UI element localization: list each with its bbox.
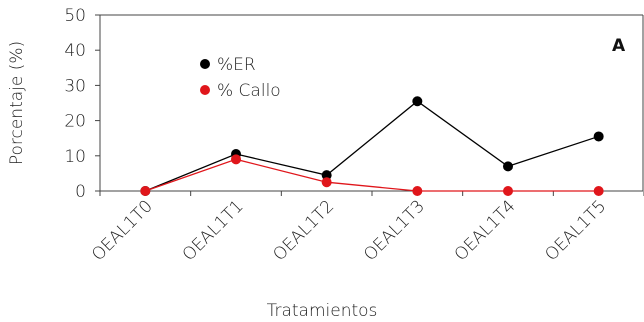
panel-label: A xyxy=(612,36,626,56)
legend-marker-er xyxy=(200,59,210,69)
x-tick-label: OEAL1T5 xyxy=(541,196,610,265)
x-axis-title: Tratamientos xyxy=(267,301,378,321)
x-tick-label: OEAL1T2 xyxy=(269,196,338,265)
data-point xyxy=(231,154,241,165)
data-point xyxy=(503,161,513,172)
x-tick-label: OEAL1T0 xyxy=(88,196,157,265)
y-tick-label: 40 xyxy=(64,41,86,61)
y-tick-label: 30 xyxy=(64,76,86,96)
series-line xyxy=(145,100,599,192)
series-line xyxy=(145,158,599,192)
data-point xyxy=(321,170,332,181)
data-point xyxy=(321,177,332,188)
legend: %ER % Callo xyxy=(200,55,281,101)
plot-frame xyxy=(99,14,644,192)
data-point xyxy=(593,186,604,196)
y-tick-label: 20 xyxy=(64,112,86,132)
legend-label-callo: % Callo xyxy=(217,81,281,101)
series-layer xyxy=(140,96,604,196)
y-axis-title: Porcentaje (%) xyxy=(7,41,27,165)
x-tick-label: OEAL1T3 xyxy=(360,196,429,265)
data-point xyxy=(412,96,423,107)
x-tick-label: OEAL1T4 xyxy=(451,196,520,265)
x-tick-label: OEAL1T1 xyxy=(179,196,248,265)
data-point xyxy=(503,186,513,196)
y-tick-label: 0 xyxy=(75,182,86,202)
x-axis-ticks: OEAL1T0 OEAL1T1 OEAL1T2 OEAL1T3 OEAL1T4 OEAL1… xyxy=(88,191,644,265)
legend-label-er: %ER xyxy=(217,55,256,75)
data-point xyxy=(412,186,423,196)
series-0 xyxy=(140,96,604,196)
data-point xyxy=(593,131,604,142)
legend-marker-callo xyxy=(200,85,210,95)
data-point xyxy=(140,186,151,196)
y-tick-label: 10 xyxy=(64,147,86,167)
y-tick-label: 50 xyxy=(64,6,86,26)
series-1 xyxy=(140,154,604,196)
y-axis-ticks: 0 10 20 30 40 50 xyxy=(64,6,100,202)
